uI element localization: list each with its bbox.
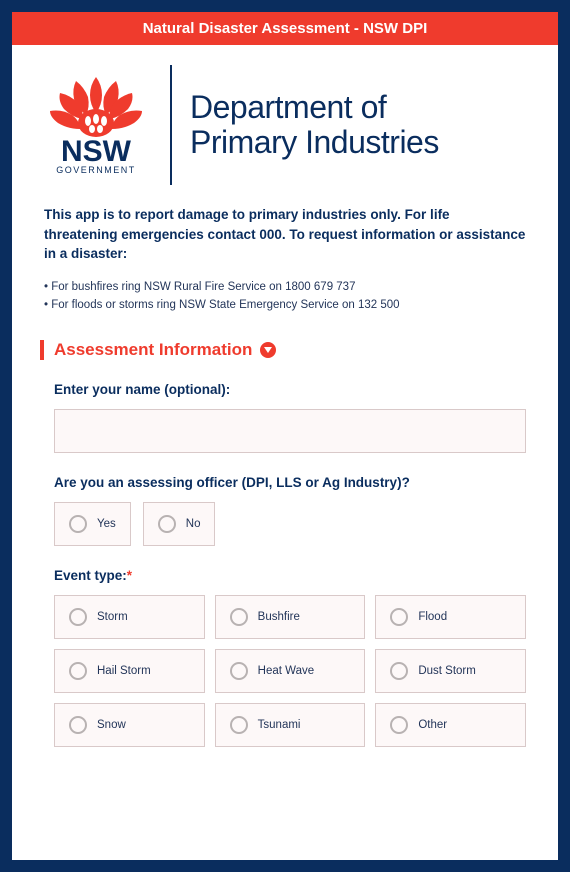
name-field-block: Enter your name (optional): xyxy=(40,382,526,453)
radio-label: No xyxy=(186,518,201,530)
dept-title-line2: Primary Industries xyxy=(190,124,439,160)
name-input[interactable] xyxy=(54,409,526,453)
officer-option-no[interactable]: No xyxy=(143,502,216,546)
gov-text: GOVERNMENT xyxy=(56,165,136,175)
radio-icon xyxy=(69,662,87,680)
event-option-tsunami[interactable]: Tsunami xyxy=(215,703,366,747)
radio-label: Heat Wave xyxy=(258,665,314,677)
logo-divider xyxy=(170,65,172,185)
event-option-flood[interactable]: Flood xyxy=(375,595,526,639)
event-radio-grid: Storm Bushfire Flood Hail Storm Heat Wav… xyxy=(54,595,526,747)
event-field-block: Event type:* Storm Bushfire Flood Hail S… xyxy=(40,568,526,747)
radio-icon xyxy=(69,608,87,626)
officer-field-block: Are you an assessing officer (DPI, LLS o… xyxy=(40,475,526,546)
event-label: Event type:* xyxy=(54,568,526,583)
radio-label: Other xyxy=(418,719,447,731)
radio-icon xyxy=(69,716,87,734)
officer-radio-row: Yes No xyxy=(54,502,526,546)
intro-bullet: • For bushfires ring NSW Rural Fire Serv… xyxy=(44,278,526,296)
radio-label: Hail Storm xyxy=(97,665,151,677)
radio-icon xyxy=(390,662,408,680)
department-title: Department of Primary Industries xyxy=(190,90,439,160)
event-option-other[interactable]: Other xyxy=(375,703,526,747)
intro-block: This app is to report damage to primary … xyxy=(12,205,558,314)
intro-main-text: This app is to report damage to primary … xyxy=(44,205,526,264)
radio-label: Bushfire xyxy=(258,611,300,623)
radio-label: Yes xyxy=(97,518,116,530)
event-option-hail-storm[interactable]: Hail Storm xyxy=(54,649,205,693)
nsw-text: NSW xyxy=(61,135,132,168)
logo-header: NSW GOVERNMENT Department of Primary Ind… xyxy=(12,45,558,205)
assessment-section: Assessment Information Enter your name (… xyxy=(12,340,558,747)
intro-bullets: • For bushfires ring NSW Rural Fire Serv… xyxy=(44,278,526,315)
officer-label: Are you an assessing officer (DPI, LLS o… xyxy=(54,475,526,490)
section-header[interactable]: Assessment Information xyxy=(40,340,526,360)
required-asterisk: * xyxy=(127,568,132,583)
radio-label: Storm xyxy=(97,611,128,623)
radio-icon xyxy=(230,662,248,680)
officer-option-yes[interactable]: Yes xyxy=(54,502,131,546)
radio-label: Snow xyxy=(97,719,126,731)
radio-icon xyxy=(230,716,248,734)
dept-title-line1: Department of xyxy=(190,89,386,125)
collapse-icon[interactable] xyxy=(260,342,276,358)
radio-label: Flood xyxy=(418,611,447,623)
radio-icon xyxy=(390,608,408,626)
event-label-text: Event type: xyxy=(54,568,127,583)
radio-icon xyxy=(69,515,87,533)
nsw-logo: NSW GOVERNMENT xyxy=(40,71,152,179)
radio-label: Tsunami xyxy=(258,719,301,731)
radio-label: Dust Storm xyxy=(418,665,476,677)
event-option-snow[interactable]: Snow xyxy=(54,703,205,747)
titlebar: Natural Disaster Assessment - NSW DPI xyxy=(12,12,558,45)
event-option-bushfire[interactable]: Bushfire xyxy=(215,595,366,639)
intro-bullet: • For floods or storms ring NSW State Em… xyxy=(44,296,526,314)
event-option-heat-wave[interactable]: Heat Wave xyxy=(215,649,366,693)
radio-icon xyxy=(230,608,248,626)
event-option-storm[interactable]: Storm xyxy=(54,595,205,639)
section-title: Assessment Information xyxy=(54,340,252,360)
name-label: Enter your name (optional): xyxy=(54,382,526,397)
event-option-dust-storm[interactable]: Dust Storm xyxy=(375,649,526,693)
radio-icon xyxy=(390,716,408,734)
radio-icon xyxy=(158,515,176,533)
app-frame: Natural Disaster Assessment - NSW DPI xyxy=(12,12,558,860)
